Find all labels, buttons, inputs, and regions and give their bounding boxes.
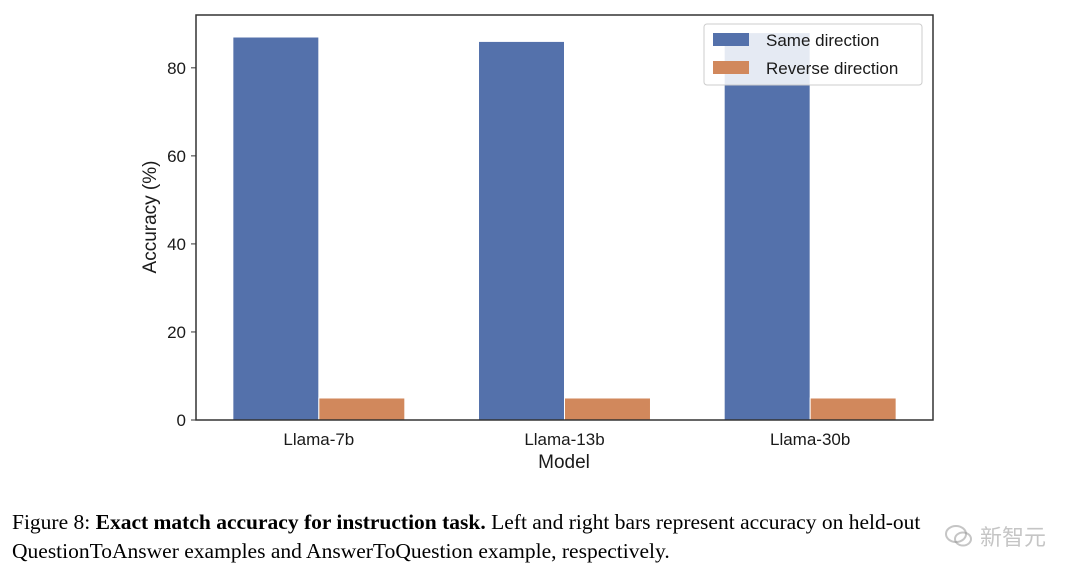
plot-frame	[195, 14, 934, 421]
x-tick-label: Llama-30b	[770, 430, 850, 449]
x-tick-label: Llama-7b	[283, 430, 354, 449]
bar-same-direction-llama-13b	[478, 40, 565, 421]
wechat-icon	[944, 525, 972, 547]
legend-box	[703, 23, 923, 86]
bar-same-direction-llama-7b	[232, 36, 320, 421]
bar-reverse-direction-llama-30b	[809, 397, 897, 421]
watermark-text: 新智元	[979, 526, 1046, 551]
x-tick-label: Llama-13b	[524, 430, 604, 449]
y-tick-label: 0	[177, 411, 186, 430]
bar-reverse-direction-llama-7b	[318, 397, 406, 421]
caption-text: Left and right bars represent accuracy o…	[12, 510, 921, 563]
x-axis-label: Model	[538, 452, 590, 473]
y-tick-label: 40	[167, 235, 186, 254]
legend-label-same-direction: Same direction	[766, 31, 879, 50]
bar-same-direction-llama-30b	[723, 32, 811, 421]
y-tick-label: 20	[167, 323, 186, 342]
x-axis-ticks: Llama-7b Llama-13b Llama-30b	[283, 430, 850, 449]
watermark: 新智元	[944, 520, 1046, 552]
y-axis-label: Accuracy (%)	[140, 161, 161, 274]
figure-number: Figure 8:	[12, 510, 91, 534]
figure-caption: Figure 8: Exact match accuracy for instr…	[12, 508, 1072, 566]
bar-chart: 0 20 40 60 80 Llama-7b Llama-13b Llama-30b Acc…	[140, 14, 934, 473]
legend: Same direction Reverse direction	[703, 23, 923, 86]
caption-title: Exact match accuracy for instruction tas…	[95, 510, 486, 534]
y-axis-ticks: 0 20 40 60 80	[167, 59, 196, 430]
legend-swatch-reverse-direction	[713, 61, 749, 74]
legend-label-reverse-direction: Reverse direction	[766, 59, 898, 78]
bar-reverse-direction-llama-13b	[564, 397, 651, 421]
y-tick-label: 80	[167, 59, 186, 78]
bars-group	[232, 32, 897, 421]
y-tick-label: 60	[167, 147, 186, 166]
legend-swatch-same-direction	[713, 33, 749, 46]
